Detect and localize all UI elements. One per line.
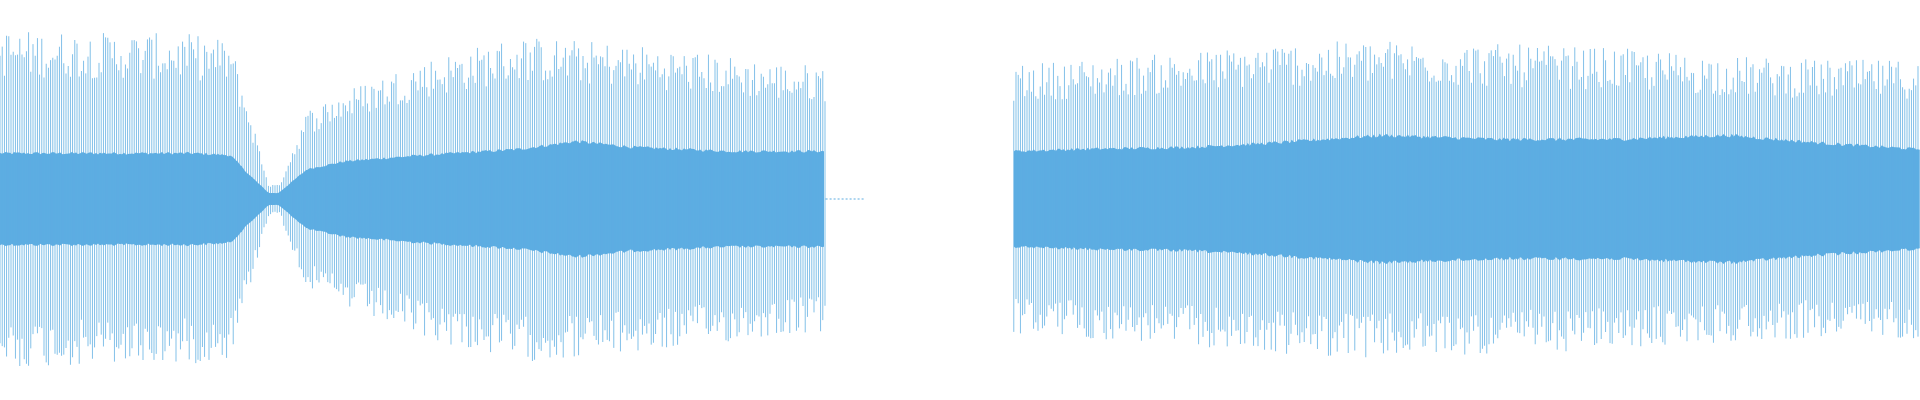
waveform-segment — [0, 32, 826, 366]
waveform-segment — [1013, 41, 1920, 358]
waveform-peaks — [1013, 41, 1919, 358]
waveform-layer — [0, 32, 1920, 366]
waveform-peaks — [0, 32, 826, 366]
